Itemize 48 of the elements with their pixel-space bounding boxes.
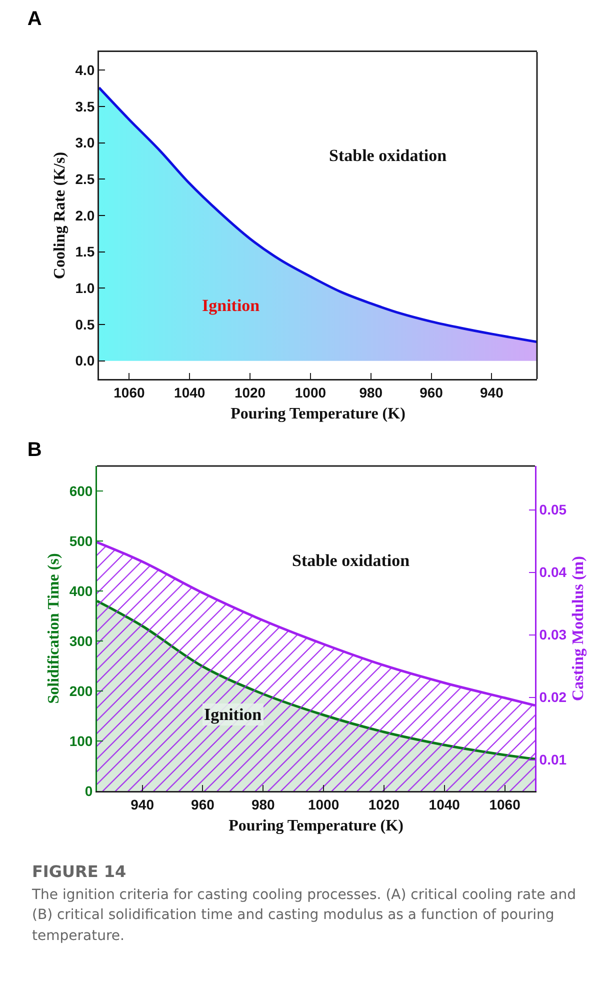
caption: FIGURE 14 <box>32 862 128 881</box>
y-tick-label: 0 <box>84 782 93 799</box>
y-tick-label: 1.5 <box>75 244 95 260</box>
x-tick-label: 980 <box>359 384 383 400</box>
y-tick-label: 300 <box>69 632 93 649</box>
y2-tick-label: 0.05 <box>539 502 567 518</box>
y-tick-label: 600 <box>69 482 93 499</box>
y2-tick-label: 0.02 <box>539 689 567 706</box>
y2-axis-title: Casting Modulus (m) <box>570 556 588 701</box>
y-axis-title: Cooling Rate (K/s) <box>51 152 68 280</box>
y-tick-label: 400 <box>69 582 93 599</box>
chart-title: B <box>27 439 42 462</box>
y-tick-label: 4.0 <box>75 62 95 78</box>
y-tick-label: 3.0 <box>75 134 95 151</box>
y-tick-label: 0.5 <box>75 316 95 332</box>
x-axis-title: Pouring Temperature (K) <box>230 406 406 423</box>
y-axis-title: Solidification Time (s) <box>45 553 62 704</box>
y-tick-label: 2.5 <box>75 171 95 188</box>
y2-tick-label: 0.04 <box>539 564 567 580</box>
y-tick-label: 1.0 <box>75 280 95 296</box>
x-tick-label: 1040 <box>428 796 460 812</box>
x-tick-label: 1000 <box>308 796 340 812</box>
x-tick-label: 940 <box>480 384 504 400</box>
annotation: Stable oxidation <box>292 551 410 570</box>
annotation: Ignition <box>204 705 262 724</box>
x-tick-label: 1040 <box>174 384 206 400</box>
y-tick-label: 100 <box>69 732 93 749</box>
x-tick-label: 1060 <box>489 796 521 812</box>
y2-tick-label: 0.03 <box>539 626 567 643</box>
x-tick-label: 960 <box>420 384 444 400</box>
x-tick-label: 1060 <box>114 384 145 400</box>
x-tick-label: 940 <box>130 796 154 812</box>
x-tick-label: 1020 <box>368 796 400 812</box>
y-tick-label: 3.5 <box>75 98 95 114</box>
annotation: Ignition <box>202 296 260 315</box>
x-tick-label: 960 <box>191 796 215 812</box>
x-tick-label: 980 <box>251 796 276 812</box>
x-tick-label: 1020 <box>234 384 266 400</box>
text: The ignition criteria for casting cooling processes. (A) critical cooling rate and (B) critical solidification time and casting modulus as a function of pouring temperature. <box>32 886 578 946</box>
y-tick-label: 500 <box>69 532 93 549</box>
annotation: Stable oxidation <box>329 146 448 165</box>
y-tick-label: 2.0 <box>75 207 95 224</box>
x-axis-title: Pouring Temperature (K) <box>228 818 404 835</box>
x-tick-label: 1000 <box>294 384 326 400</box>
chart-title: A <box>27 8 42 30</box>
y-tick-label: 200 <box>69 682 93 699</box>
y-tick-label: 0.0 <box>75 352 95 369</box>
y2-tick-label: 0.01 <box>539 752 567 768</box>
